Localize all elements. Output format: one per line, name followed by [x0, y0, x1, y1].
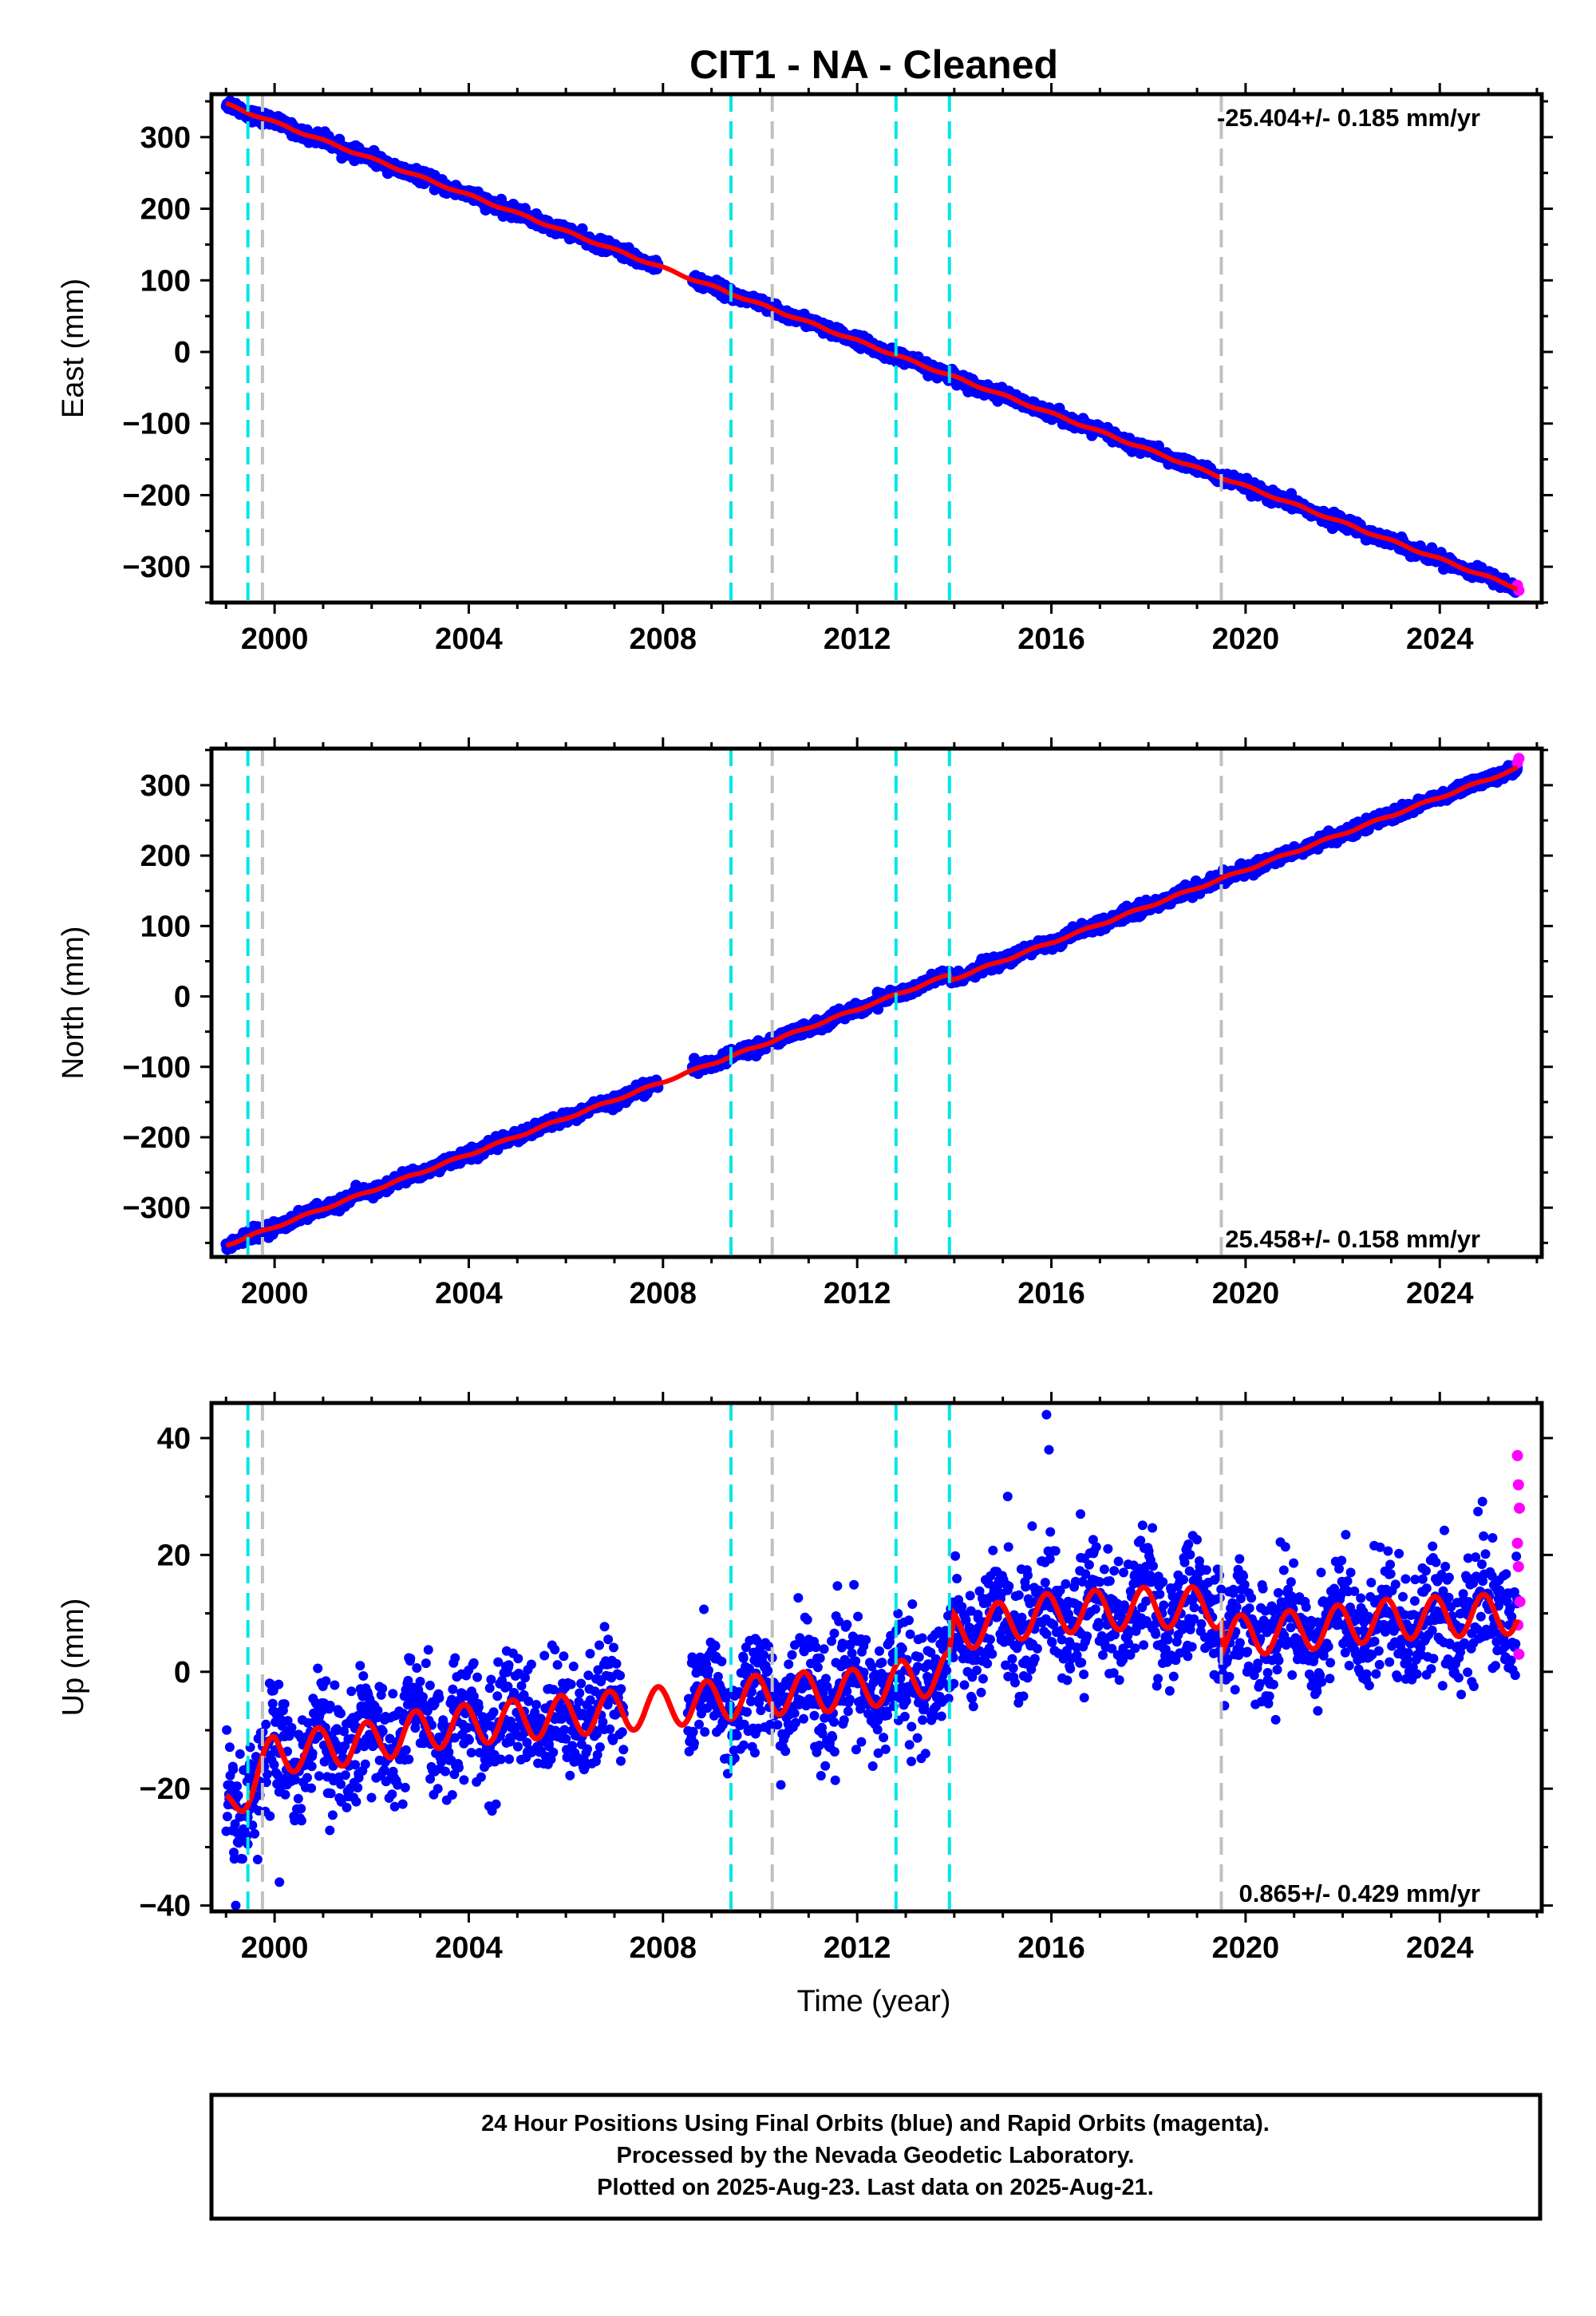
y-tick-label: 300	[140, 121, 191, 155]
north-panel: 2000 2004 2008 2012 2016 2020 2024−300−200−100…	[57, 737, 1553, 1310]
x-tick-label: 2016	[1017, 622, 1085, 656]
y-tick-label: −300	[122, 551, 191, 584]
model-fit-line	[225, 101, 1519, 592]
y-axis-label: East (mm)	[57, 279, 90, 418]
east-panel: 2000 2004 2008 2012 2016 2020 2024−300−200−100…	[57, 83, 1553, 656]
y-tick-label: 200	[140, 193, 191, 227]
y-tick-label: 100	[140, 264, 191, 298]
y-tick-label: −100	[122, 408, 191, 441]
x-tick-label: 2004	[435, 622, 503, 656]
x-tick-label: 2020	[1212, 622, 1280, 656]
velocity-annotation: -25.404+/- 0.185 mm/yr	[1217, 104, 1480, 132]
x-tick-label: 2024	[1406, 622, 1474, 656]
final-orbit-points	[220, 760, 1523, 1255]
y-tick-label: −200	[122, 479, 191, 512]
x-tick-label: 2000	[241, 622, 309, 656]
plot-area	[220, 753, 1525, 1255]
x-tick-label: 2012	[824, 622, 891, 656]
y-tick-label: 0	[174, 336, 191, 370]
plot-area	[220, 95, 1525, 599]
x-tick-label: 2008	[630, 622, 697, 656]
plot-frame	[209, 92, 1544, 605]
chart-title: CIT1 - NA - Cleaned	[689, 42, 1058, 87]
